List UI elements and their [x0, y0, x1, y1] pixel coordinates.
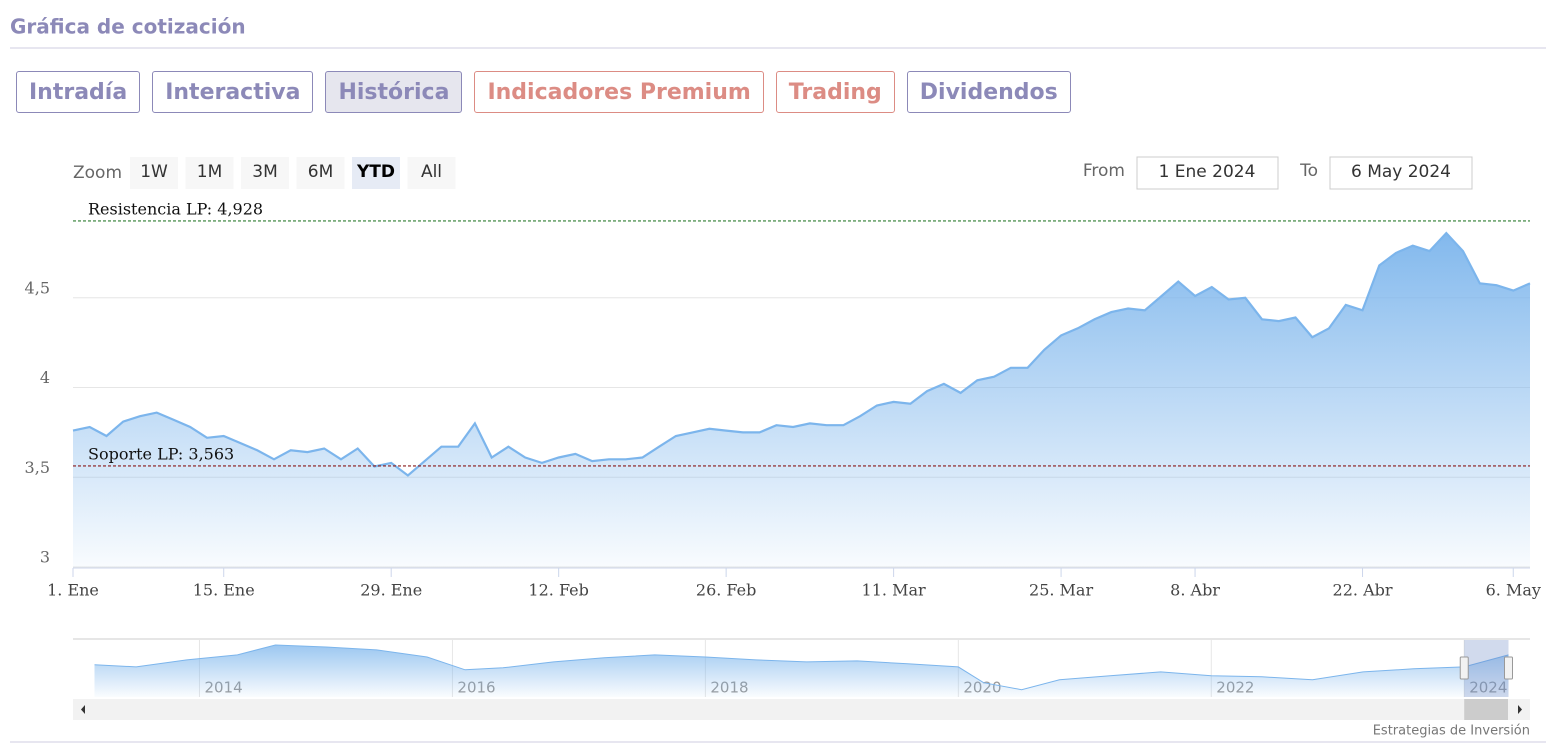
tab-bar: Intradía Interactiva Histórica Indicadores …	[16, 71, 1071, 113]
area-fill	[73, 233, 1530, 567]
from-label: From	[1083, 161, 1125, 181]
x-tick-label: 25. Mar	[1029, 581, 1093, 600]
from-input[interactable]	[1136, 156, 1279, 190]
x-tick-label: 6. May	[1486, 581, 1541, 600]
zoom-button-label[interactable]: 1M	[197, 162, 222, 182]
tab[interactable]: Dividendos	[906, 71, 1071, 113]
navigator-handle[interactable]	[1459, 656, 1469, 680]
tab[interactable]: Interactiva	[152, 71, 314, 113]
navigator: 201420162018202020222024	[73, 638, 1530, 720]
tab[interactable]: Indicadores Premium	[474, 71, 764, 113]
price-line	[72, 231, 1531, 477]
plot: 3 3,5 4 4,5 1. Ene 15. Ene 29. Ene 12. Feb 26. F…	[25, 199, 1541, 599]
x-tick-label: 22. Abr	[1333, 581, 1393, 600]
zoom-label: Zoom	[73, 163, 122, 183]
zoom-button-label[interactable]: 6M	[308, 162, 333, 182]
navigator-area	[94, 645, 1509, 697]
x-tick-label: 8. Abr	[1170, 581, 1220, 600]
navigator-line	[94, 644, 1509, 691]
zoom-button-label[interactable]: YTD	[356, 162, 395, 182]
credit: Estrategias de Inversión	[1373, 724, 1530, 739]
y-tick-label: 4	[40, 368, 50, 387]
y-tick-label: 4,5	[25, 278, 50, 297]
zoom-button-label[interactable]: 3M	[252, 162, 277, 182]
y-tick-label: 3	[40, 548, 50, 567]
to-input[interactable]	[1329, 156, 1473, 190]
scroll-left[interactable]	[81, 705, 85, 714]
navigator-handle[interactable]	[1503, 656, 1513, 680]
zoom-button[interactable]	[130, 157, 178, 189]
plot-line-label: Resistencia LP: 4,928	[88, 199, 263, 218]
y-tick-label: 3,5	[25, 458, 50, 477]
zoom-button[interactable]	[241, 157, 289, 189]
scroll-right[interactable]	[1518, 705, 1522, 714]
header-title: Gráfica de cotización	[10, 15, 246, 39]
zoom-button[interactable]	[407, 157, 456, 189]
tab[interactable]: Trading	[775, 71, 895, 113]
x-tick-label: 29. Ene	[360, 581, 422, 600]
x-tick-label: 1. Ene	[47, 581, 99, 600]
plot-line-label: Soporte LP: 3,563	[88, 444, 234, 463]
to-label: To	[1299, 161, 1318, 181]
zoom-button[interactable]	[296, 157, 345, 189]
x-tick-label: 11. Mar	[862, 581, 926, 600]
tab[interactable]: Histórica	[325, 71, 463, 113]
zoom-button[interactable]	[185, 157, 234, 189]
zoom-button-label[interactable]: All	[421, 162, 442, 182]
tab[interactable]: Intradía	[16, 71, 141, 113]
x-tick-label: 12. Feb	[528, 581, 588, 600]
zoom-button[interactable]	[352, 157, 400, 189]
scrollbar-thumb[interactable]	[1464, 699, 1508, 720]
zoom-button-label[interactable]: 1W	[140, 162, 168, 182]
x-tick-label: 15. Ene	[193, 581, 255, 600]
from-value[interactable]: 1 Ene 2024	[1159, 162, 1256, 182]
scrollbar-track	[73, 699, 1530, 720]
to-value[interactable]: 6 May 2024	[1351, 162, 1451, 182]
x-tick-label: 26. Feb	[696, 581, 756, 600]
navigator-selection	[1464, 640, 1509, 697]
